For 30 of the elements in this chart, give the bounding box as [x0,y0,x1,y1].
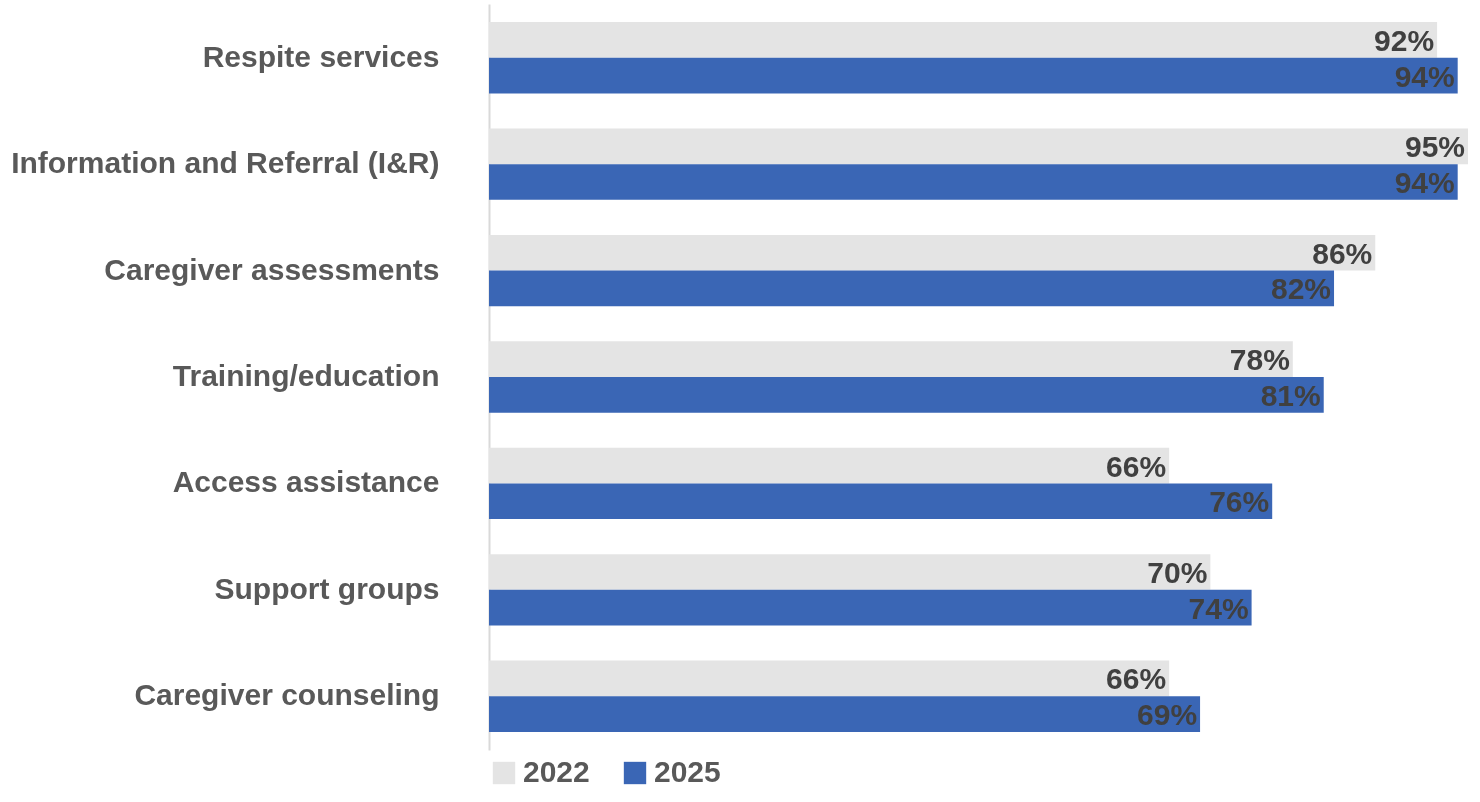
data-label: 69% [1137,698,1198,732]
data-label: 70% [1147,556,1208,590]
bar [489,483,1273,520]
legend-label: 2025 [654,755,721,788]
data-label: 86% [1312,236,1373,270]
y-tick-label: Caregiver counseling [134,678,440,712]
data-label: 82% [1270,272,1332,306]
bar [489,57,1458,94]
y-tick-label: Respite services [202,39,440,73]
data-label: 94% [1394,165,1455,199]
y-tick-label: Support groups [214,571,440,605]
legend-label: 2022 [523,755,590,788]
y-tick-label: Information and Referral (I&R) [11,146,440,180]
bar [489,270,1335,307]
bar [489,164,1458,200]
data-label: 66% [1106,449,1167,483]
data-label: 78% [1229,343,1290,377]
bar [489,589,1252,626]
data-label: 92% [1374,23,1435,57]
y-tick-label: Training/education [172,359,440,392]
data-label: 66% [1106,662,1167,696]
data-label: 81% [1260,378,1321,412]
data-label: 94% [1394,59,1455,93]
bar [489,377,1324,413]
data-label: 74% [1188,591,1249,625]
y-tick-label: Access assistance [172,465,440,499]
bar [489,696,1201,732]
y-tick-label: Caregiver assessments [104,252,440,286]
data-label: 76% [1209,485,1270,519]
data-label: 95% [1404,130,1465,164]
